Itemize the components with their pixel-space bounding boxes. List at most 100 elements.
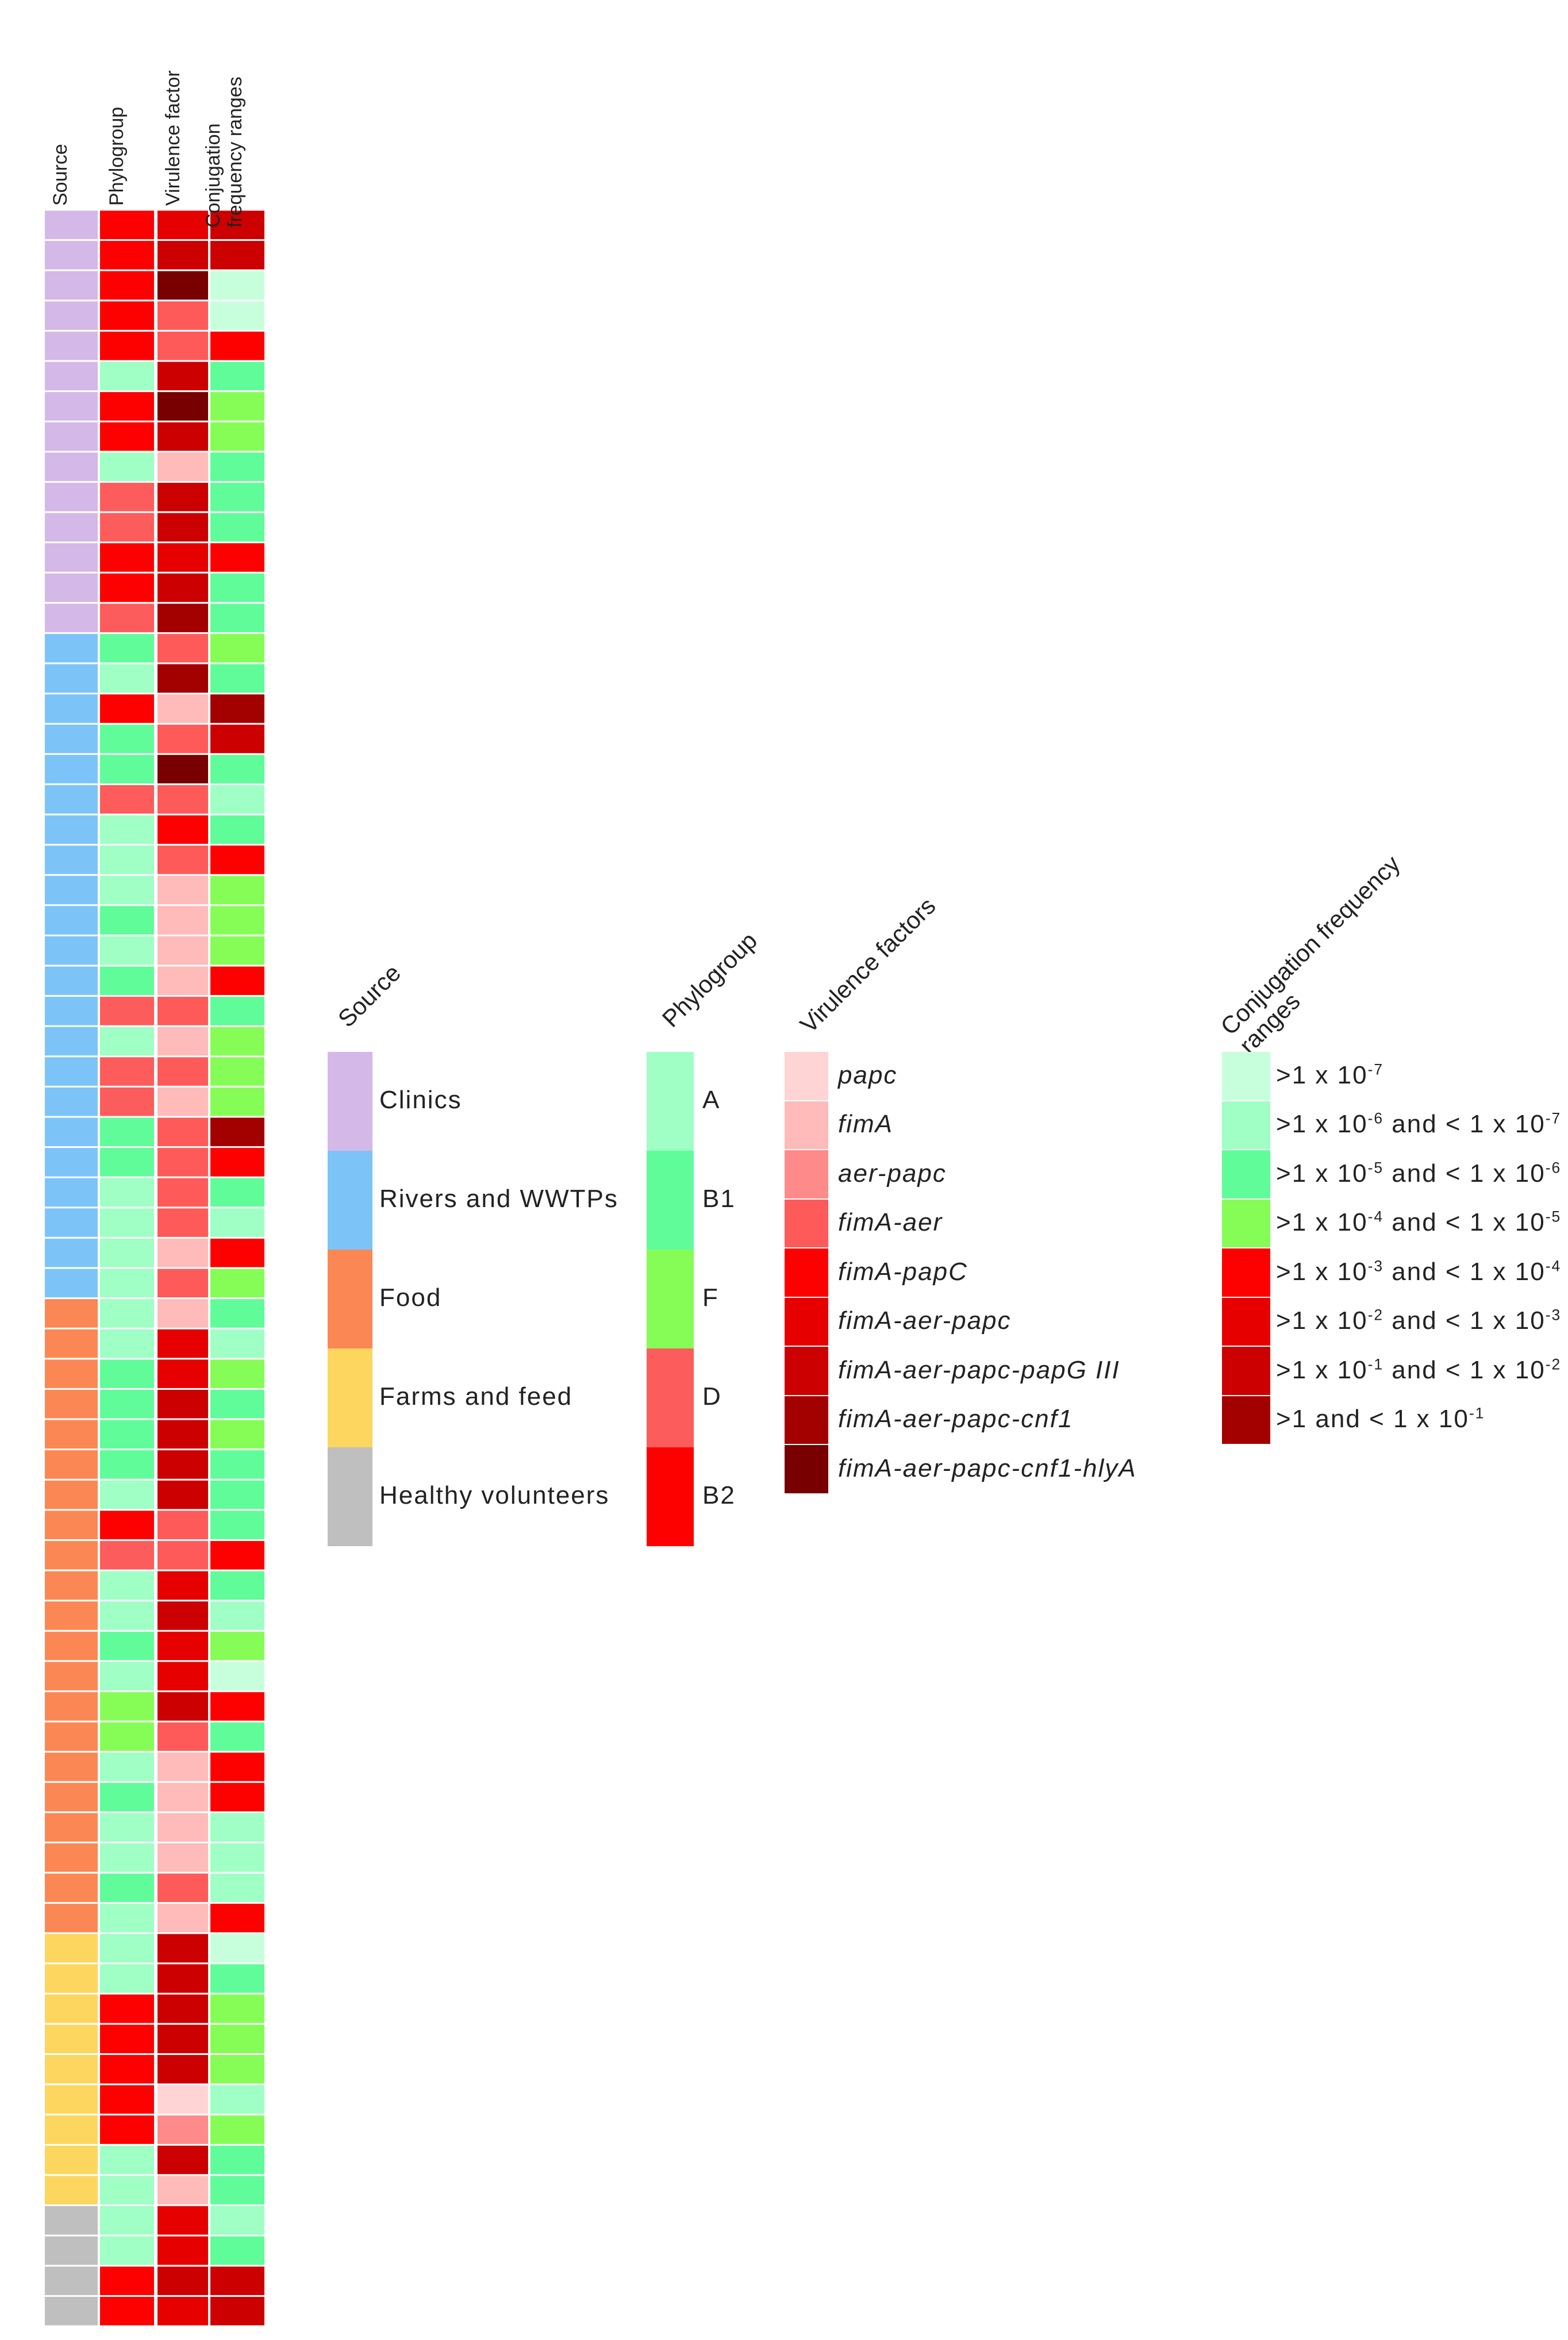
heatmap-cell <box>100 1873 154 1903</box>
heatmap-cell <box>45 1873 98 1903</box>
heatmap-cell <box>45 1904 98 1932</box>
heatmap-cell <box>157 422 208 451</box>
heatmap-cell <box>45 1692 98 1721</box>
heatmap-cell <box>157 1389 208 1419</box>
heatmap-cell <box>157 1238 208 1267</box>
heatmap-cell <box>157 1208 208 1237</box>
heatmap-cell <box>210 543 264 572</box>
legend-label: Food <box>379 1284 442 1312</box>
heatmap-cell <box>45 1631 98 1661</box>
heatmap-cell <box>100 422 154 451</box>
heatmap-cell <box>100 210 154 240</box>
legend-label: >1 x 10-4 and < 1 x 10-5 <box>1276 1208 1562 1237</box>
heatmap-cell <box>210 2296 264 2326</box>
heatmap-cell <box>45 543 98 572</box>
heatmap-cell <box>45 1571 98 1600</box>
heatmap-cell <box>45 1117 98 1147</box>
heatmap-cell <box>100 633 154 663</box>
heatmap-cell <box>45 1511 98 1539</box>
heatmap-cell <box>100 1722 154 1751</box>
heatmap-cell <box>210 422 264 451</box>
heatmap-cell <box>45 2236 98 2265</box>
heatmap-cell <box>100 1934 154 1963</box>
heatmap-cell <box>210 362 264 391</box>
heatmap-cell <box>210 2236 264 2265</box>
heatmap-cell <box>100 1269 154 1298</box>
heatmap-cell <box>100 846 154 874</box>
column-header: Conjugation frequency ranges <box>202 76 246 228</box>
heatmap-cell <box>210 1117 264 1147</box>
legend-label: fimA-aer <box>838 1208 943 1237</box>
heatmap-cell <box>157 997 208 1025</box>
heatmap-cell <box>210 1359 264 1388</box>
heatmap-cell <box>100 966 154 996</box>
heatmap-cell <box>210 906 264 935</box>
legend-label: >1 x 10-7 <box>1276 1061 1384 1089</box>
heatmap-cell <box>210 1389 264 1419</box>
heatmap-cell <box>210 1057 264 1086</box>
legend-label: >1 and < 1 x 10-1 <box>1276 1404 1485 1434</box>
legend-swatch <box>1222 1248 1270 1297</box>
heatmap-cell <box>45 1087 98 1116</box>
heatmap-cell <box>157 906 208 935</box>
heatmap-cell <box>100 1904 154 1932</box>
heatmap-cell <box>157 604 208 632</box>
heatmap-cell <box>100 271 154 300</box>
heatmap-cell <box>210 1662 264 1690</box>
heatmap-cell <box>157 2115 208 2144</box>
heatmap-cell <box>210 1631 264 1661</box>
heatmap-cell <box>45 815 98 844</box>
heatmap-cell <box>45 997 98 1025</box>
heatmap-cell <box>210 1480 264 1509</box>
heatmap-cell <box>157 1329 208 1358</box>
legend-label: Healthy volunteers <box>379 1481 610 1509</box>
legend-swatch <box>785 1052 828 1100</box>
heatmap-cell <box>157 392 208 421</box>
heatmap-cell <box>45 906 98 935</box>
heatmap-cell <box>157 846 208 874</box>
heatmap-cell <box>210 1813 264 1842</box>
heatmap-cell <box>210 997 264 1025</box>
heatmap-cell <box>100 1389 154 1419</box>
legend-swatch <box>647 1250 694 1348</box>
legend-swatch <box>647 1151 694 1250</box>
heatmap-cell <box>100 1208 154 1237</box>
heatmap-cell <box>210 1148 264 1177</box>
heatmap-cell <box>45 1238 98 1267</box>
heatmap-cell <box>210 1027 264 1056</box>
legend-label: fimA-aer-papc-cnf1 <box>838 1405 1074 1434</box>
heatmap-cell <box>157 724 208 754</box>
heatmap-cell <box>45 785 98 814</box>
heatmap-cell <box>100 513 154 542</box>
heatmap-cell <box>45 301 98 330</box>
heatmap-cell <box>157 573 208 602</box>
heatmap-cell <box>157 1934 208 1963</box>
heatmap-cell <box>45 966 98 996</box>
heatmap-cell <box>157 1269 208 1298</box>
heatmap-cell <box>210 785 264 814</box>
legend-label: >1 x 10-1 and < 1 x 10-2 <box>1276 1355 1562 1384</box>
legend-swatch <box>647 1348 694 1447</box>
heatmap-cell <box>210 241 264 270</box>
heatmap-cell <box>157 664 208 693</box>
heatmap-cell <box>210 301 264 330</box>
heatmap-cell <box>157 1480 208 1509</box>
heatmap-cell <box>157 482 208 512</box>
heatmap-cell <box>210 1873 264 1903</box>
heatmap-cell <box>157 1057 208 1086</box>
heatmap-cell <box>100 2145 154 2174</box>
heatmap-cell <box>157 755 208 783</box>
heatmap-cell <box>100 482 154 512</box>
heatmap-cell <box>210 1450 264 1479</box>
heatmap-cell <box>157 331 208 360</box>
legend-swatch <box>1222 1150 1270 1198</box>
heatmap-cell <box>157 966 208 996</box>
heatmap-cell <box>210 513 264 542</box>
heatmap-cell <box>45 2024 98 2054</box>
heatmap-cell <box>157 2024 208 2054</box>
heatmap-cell <box>45 694 98 723</box>
heatmap-cell <box>100 2236 154 2265</box>
heatmap-cell <box>210 755 264 783</box>
heatmap-cell <box>45 633 98 663</box>
heatmap-cell <box>210 2176 264 2205</box>
